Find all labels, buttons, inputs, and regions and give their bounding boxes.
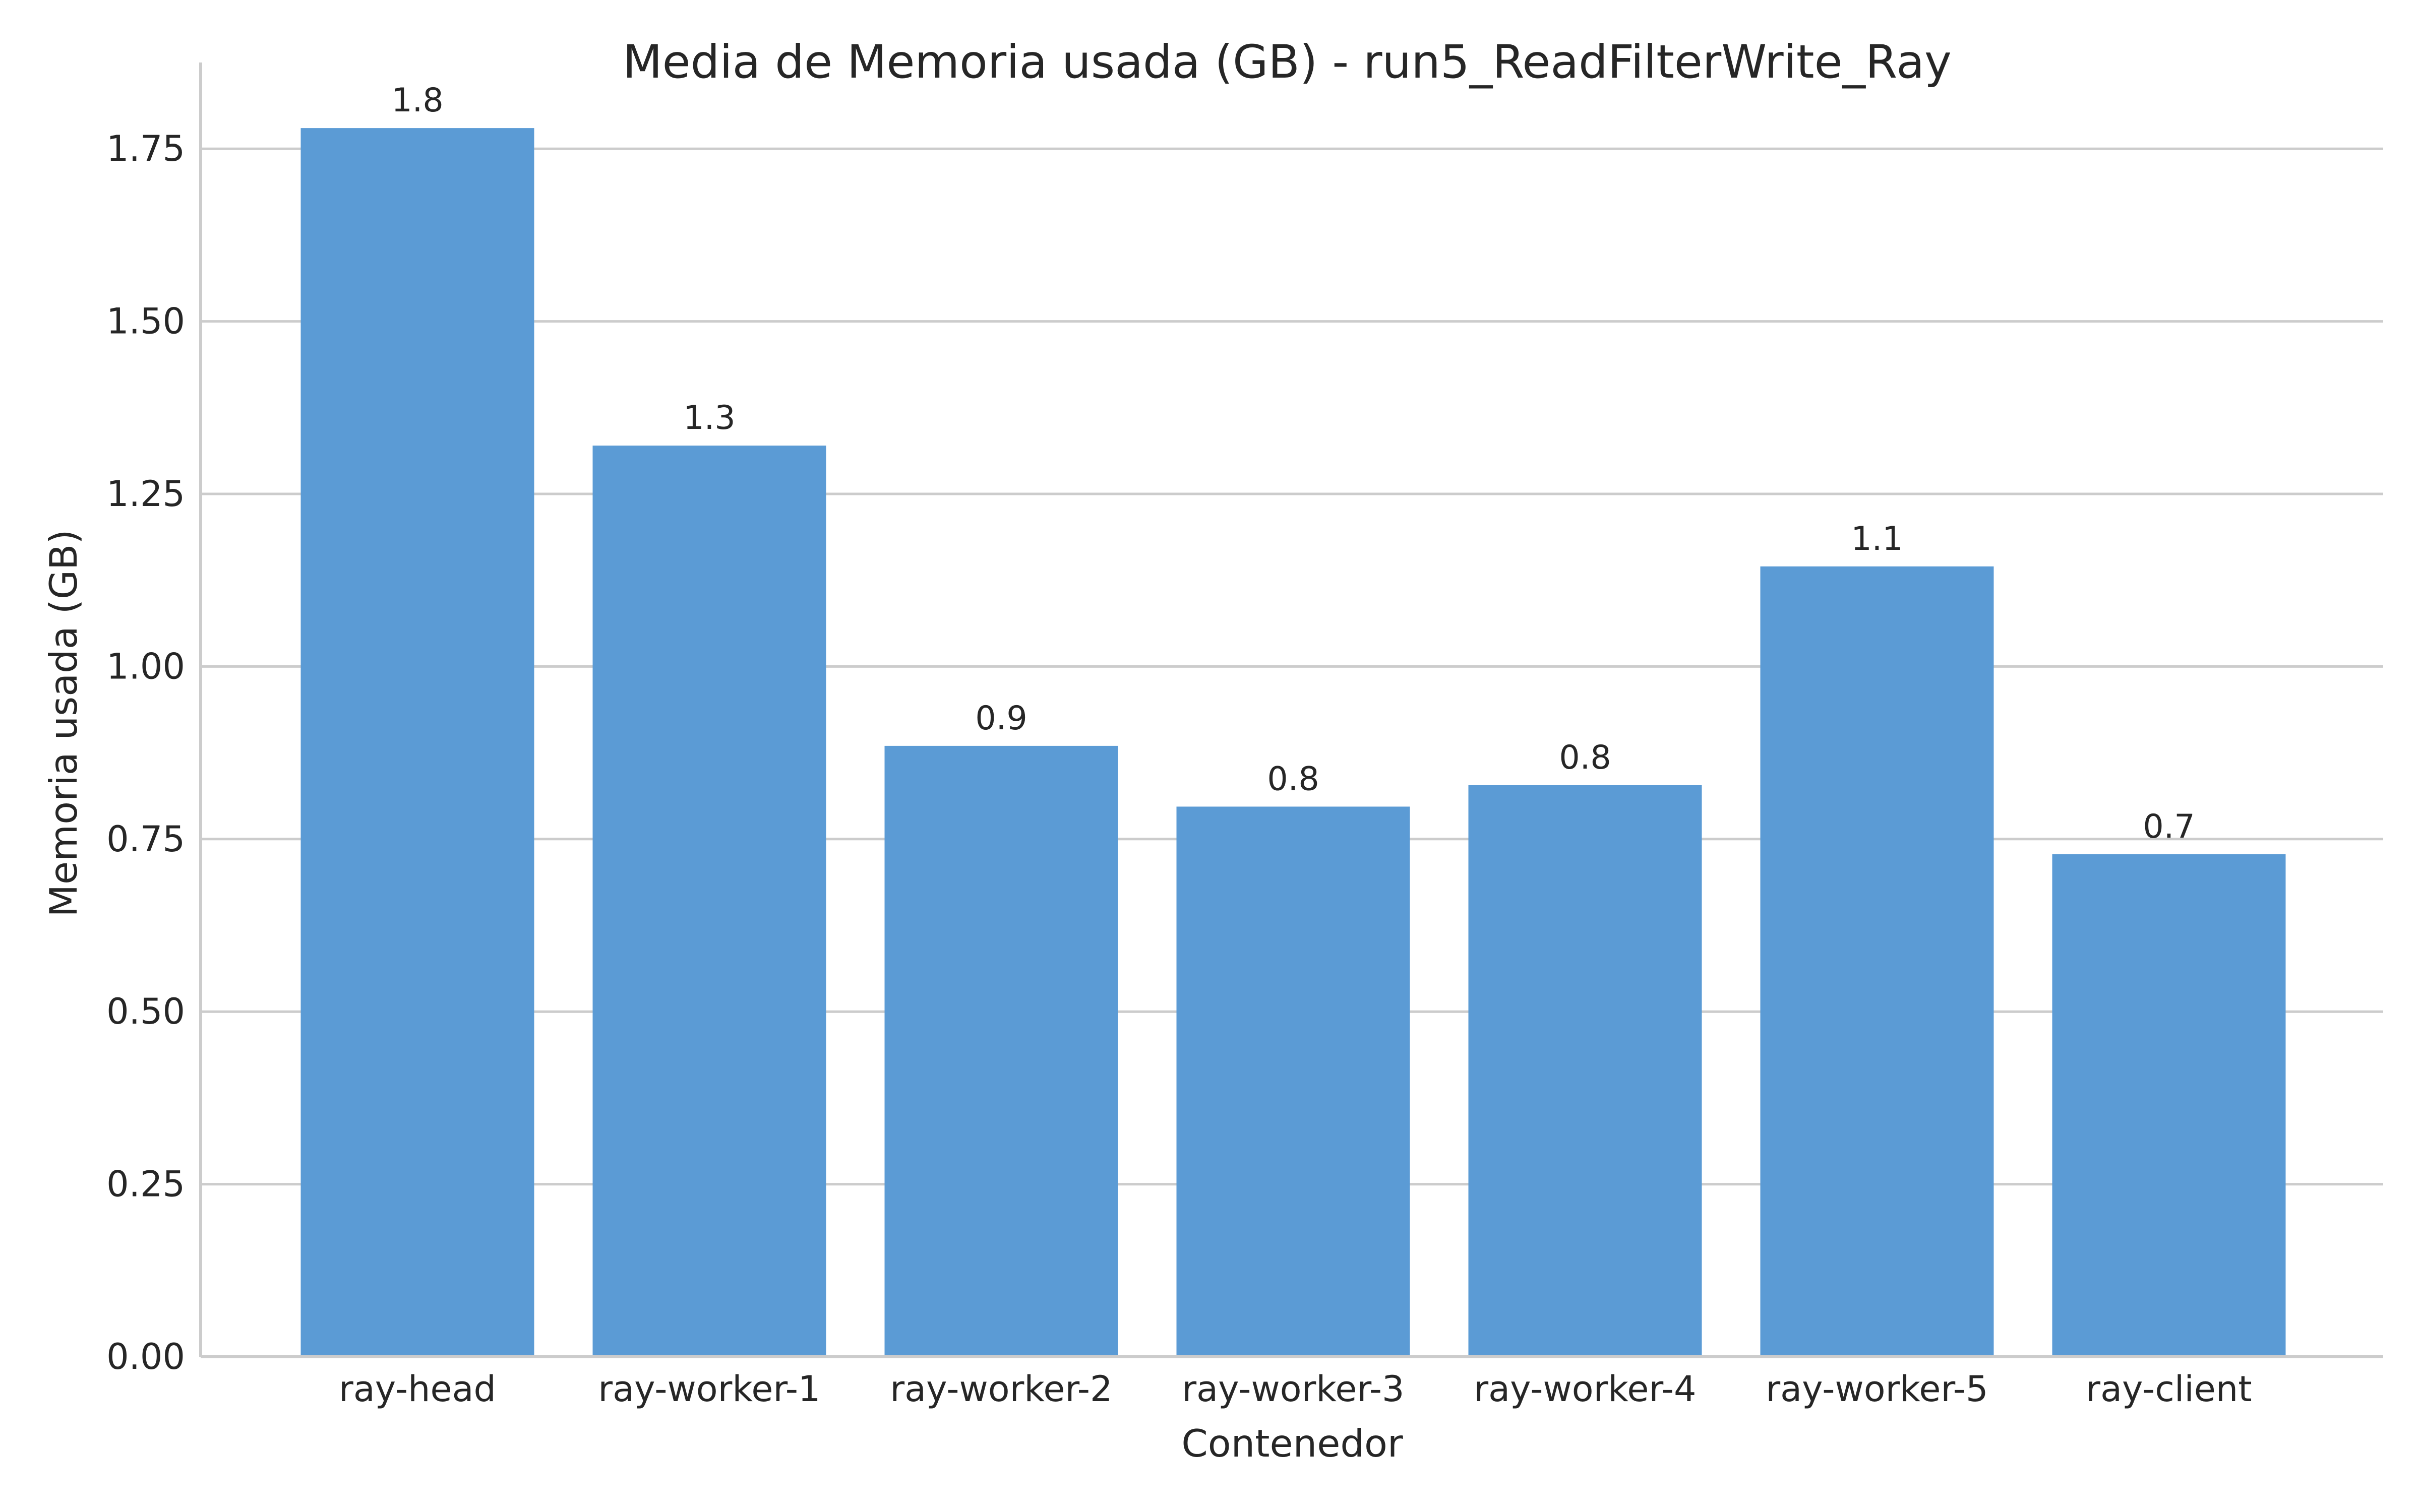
bar-value-label: 0.8 (1559, 739, 1611, 777)
bar-value-label: 1.1 (1851, 520, 1903, 558)
bar-ray-head (300, 128, 534, 1357)
bar-ray-worker-3 (1176, 806, 1410, 1357)
bar-value-labels: 1.8 1.3 0.9 0.8 0.8 1.1 0.7 (391, 82, 2195, 846)
x-tick-label: ray-worker-2 (890, 1368, 1112, 1410)
bar-value-label: 0.7 (2143, 808, 2195, 846)
x-tick-label: ray-worker-3 (1182, 1368, 1404, 1410)
y-tick-label: 0.75 (106, 818, 185, 860)
x-tick-label: ray-head (339, 1368, 496, 1410)
y-tick-label: 0.00 (106, 1336, 185, 1377)
bar-ray-worker-1 (592, 446, 826, 1357)
bar-ray-worker-5 (1760, 566, 1994, 1357)
axes (199, 62, 2383, 1358)
y-tick-label: 1.75 (106, 128, 185, 169)
bar-ray-worker-4 (1468, 785, 1702, 1357)
chart-title: Media de Memoria usada (GB) - run5_ReadF… (623, 36, 1952, 89)
bar-value-label: 1.3 (683, 399, 735, 437)
bar-value-label: 1.8 (391, 82, 443, 119)
y-tick-label: 0.25 (106, 1164, 185, 1205)
y-tick-label: 1.50 (106, 301, 185, 342)
y-tick-label: 0.50 (106, 991, 185, 1032)
x-tick-label: ray-client (2086, 1368, 2252, 1410)
bar-ray-client (2052, 854, 2286, 1357)
bar-ray-worker-2 (884, 745, 1118, 1357)
x-tick-label: ray-worker-5 (1766, 1368, 1988, 1410)
y-tick-label: 1.00 (106, 646, 185, 687)
bar-value-label: 0.9 (975, 700, 1027, 737)
x-tick-labels: ray-head ray-worker-1 ray-worker-2 ray-work… (339, 1368, 2252, 1410)
x-tick-label: ray-worker-1 (598, 1368, 820, 1410)
x-tick-label: ray-worker-4 (1474, 1368, 1696, 1410)
y-tick-label: 1.25 (106, 473, 185, 515)
x-axis-title: Contenedor (1181, 1421, 1403, 1466)
bar-value-label: 0.8 (1267, 760, 1319, 798)
y-tick-labels: 0.00 0.25 0.50 0.75 1.00 1.25 1.50 1.75 (106, 128, 185, 1377)
bars (300, 128, 2286, 1357)
y-axis-title: Memoria usada (GB) (41, 529, 86, 917)
